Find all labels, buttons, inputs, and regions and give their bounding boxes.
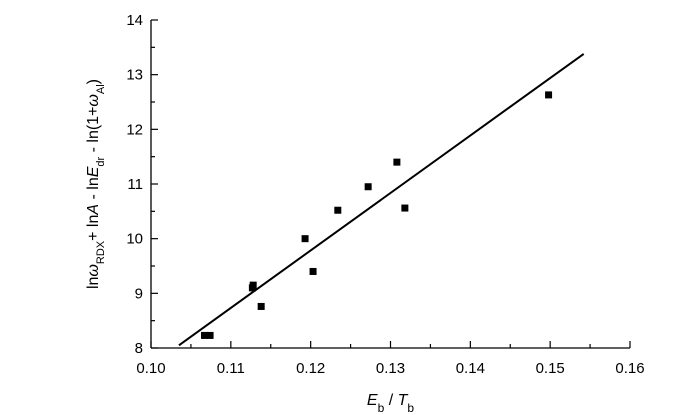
x-axis-title: Eb / Tb — [367, 392, 414, 415]
x-tick-label: 0.11 — [217, 360, 245, 377]
axes — [150, 20, 630, 349]
fit-line-group — [178, 53, 585, 347]
data-points — [200, 91, 553, 339]
data-point — [301, 235, 309, 243]
x-tick-label: 0.13 — [376, 360, 405, 377]
x-tick-label: 0.15 — [536, 360, 565, 377]
data-point — [393, 158, 401, 166]
y-tick-label: 10 — [126, 231, 143, 248]
x-tick-label: 0.16 — [615, 360, 644, 377]
y-tick-label: 11 — [127, 176, 143, 193]
data-point — [249, 281, 257, 289]
data-point — [334, 206, 342, 214]
y-tick-label: 12 — [126, 121, 143, 138]
data-point — [257, 302, 265, 310]
data-point — [545, 91, 553, 99]
x-tick-label: 0.10 — [136, 360, 165, 377]
data-point — [200, 331, 208, 339]
x-tick-label: 0.12 — [296, 360, 325, 377]
y-axis-title: lnωRDX+ lnA - lnEdr - ln(1+ωAl) — [85, 79, 107, 289]
data-point — [401, 204, 409, 212]
y-tick-label: 9 — [135, 285, 143, 302]
x-tick-label: 0.14 — [456, 360, 485, 377]
data-point — [206, 331, 214, 339]
data-point — [364, 183, 372, 191]
y-tick-label: 13 — [126, 67, 143, 84]
y-tick-label: 14 — [126, 12, 143, 29]
y-tick-label: 8 — [135, 340, 143, 357]
fit-line — [178, 53, 585, 347]
ticks: 0.10 0.11 0.12 0.13 0.14 0.15 0.16 8 9 10 11 12 13 14 — [126, 12, 644, 377]
data-point — [309, 267, 317, 275]
